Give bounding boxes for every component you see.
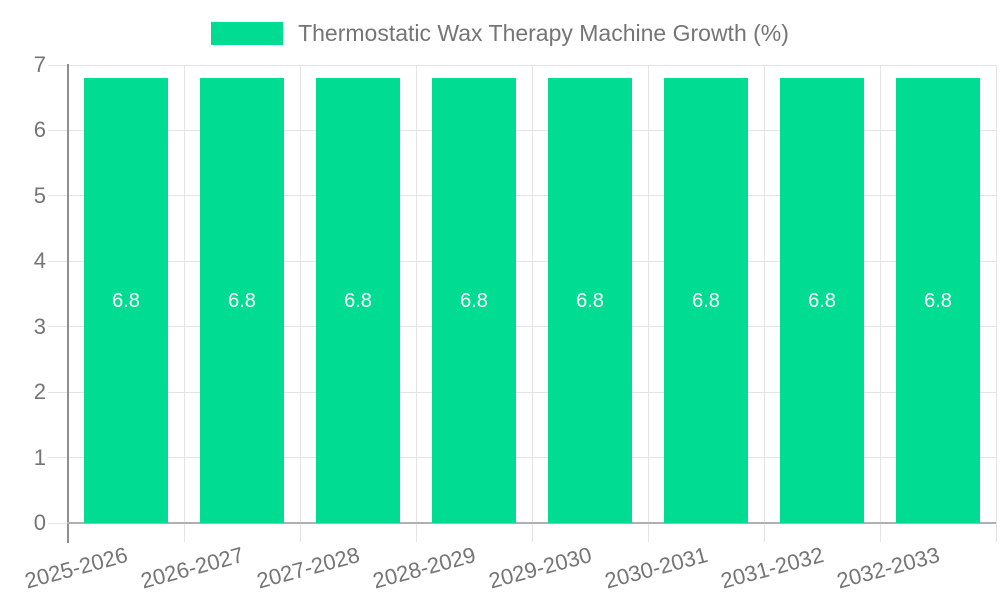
bar-value-label: 6.8	[576, 289, 604, 312]
y-axis-tick-label: 7	[33, 52, 46, 77]
x-gridline	[763, 65, 765, 542]
y-gridline	[48, 64, 996, 66]
y-axis-line	[67, 64, 69, 543]
y-axis-tick-label: 5	[33, 182, 46, 208]
x-axis-tick-label: 2026-2027	[138, 542, 247, 594]
bar-value-label: 6.8	[112, 289, 140, 312]
x-gridline	[647, 65, 649, 542]
x-axis-tick-label: 2027-2028	[254, 542, 363, 594]
bar[interactable]	[780, 78, 864, 523]
x-gridline	[531, 65, 533, 542]
bar[interactable]	[548, 78, 632, 523]
y-axis-tick-label: 1	[33, 444, 46, 470]
legend-swatch	[211, 21, 284, 45]
bar-value-label: 6.8	[344, 289, 372, 312]
x-axis-tick-label: 2028-2029	[370, 542, 479, 594]
x-axis-line	[67, 522, 996, 524]
bar-value-label: 6.8	[808, 289, 836, 312]
y-axis-tick-label: 3	[33, 313, 46, 339]
y-axis-tick-label: 6	[33, 117, 46, 143]
x-gridline	[183, 65, 185, 542]
bar-value-label: 6.8	[460, 289, 488, 312]
y-axis-tick-label: 2	[33, 379, 46, 405]
bar[interactable]	[432, 78, 516, 523]
y-gridline	[48, 195, 996, 197]
bar-value-label: 6.8	[924, 289, 952, 312]
x-axis-tick-label: 2030-2031	[602, 542, 711, 594]
bar[interactable]	[84, 78, 168, 523]
x-gridline	[995, 65, 997, 542]
y-gridline	[48, 260, 996, 262]
x-axis-tick-label: 2029-2030	[486, 542, 595, 594]
x-axis-tick-label: 2032-2033	[834, 542, 943, 594]
y-axis-tick-label: 0	[33, 510, 46, 535]
y-gridline	[48, 391, 996, 393]
x-gridline	[879, 65, 881, 542]
bar[interactable]	[200, 78, 284, 523]
y-gridline	[48, 457, 996, 459]
x-gridline	[415, 65, 417, 542]
bar-value-label: 6.8	[228, 289, 256, 312]
legend[interactable]: Thermostatic Wax Therapy Machine Growth …	[0, 19, 1000, 47]
y-gridline	[48, 129, 996, 131]
bar[interactable]	[896, 78, 980, 523]
bar[interactable]	[664, 78, 748, 523]
y-gridline	[48, 326, 996, 328]
y-axis-tick-label: 4	[33, 248, 46, 274]
bar-value-label: 6.8	[692, 289, 720, 312]
x-axis-tick-label: 2025-2026	[22, 542, 131, 594]
x-axis-tick-label: 2031-2032	[718, 542, 827, 594]
x-gridline	[299, 65, 301, 542]
bar[interactable]	[316, 78, 400, 523]
legend-label: Thermostatic Wax Therapy Machine Growth …	[298, 20, 789, 46]
